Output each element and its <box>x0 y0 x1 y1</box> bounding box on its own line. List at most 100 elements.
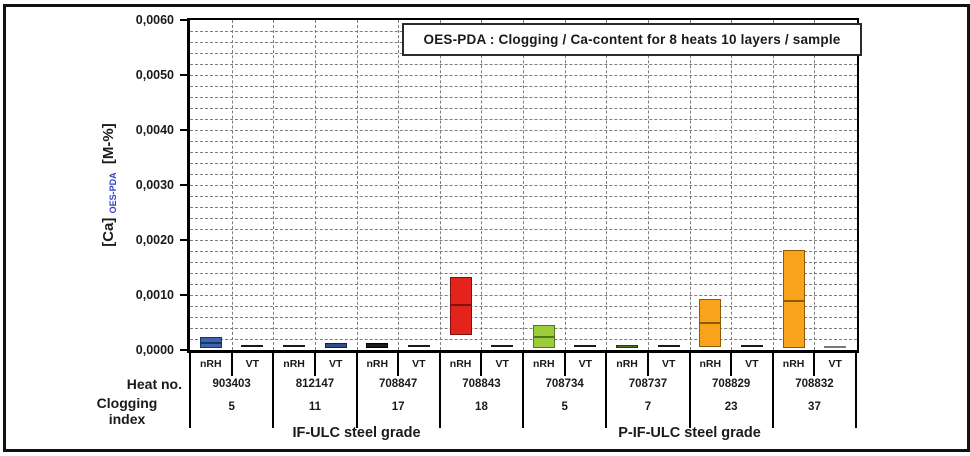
row-header-heat-no: Heat no. <box>126 376 182 392</box>
condition-label-nRH: nRH <box>449 358 472 370</box>
steel-grade-label: IF-ULC steel grade <box>292 425 421 441</box>
y-tick <box>180 19 187 21</box>
v-gridline <box>647 20 649 350</box>
v-gridline <box>523 20 524 350</box>
v-gridline <box>814 20 816 350</box>
v-gridline <box>356 20 358 350</box>
heat-group-separator <box>771 350 774 428</box>
y-tick-label: 0,0000 <box>135 343 174 357</box>
v-gridline <box>731 20 733 350</box>
steel-grade-label: P-IF-ULC steel grade <box>618 425 761 441</box>
bar-708734-VT <box>574 344 597 347</box>
condition-label-VT: VT <box>245 358 260 370</box>
y-tick <box>180 294 187 296</box>
condition-label-VT: VT <box>661 358 676 370</box>
condition-label-VT: VT <box>745 358 759 370</box>
condition-label-VT: VT <box>495 358 509 370</box>
y-tick <box>180 129 187 131</box>
heat-group-separator <box>688 350 691 428</box>
condition-label-nRH: nRH <box>533 358 555 370</box>
clogging-index-cell: 5 <box>228 401 235 413</box>
clogging-index-cell: 7 <box>644 401 652 413</box>
plot-area <box>187 18 859 353</box>
heat-group-separator <box>438 350 441 428</box>
condition-divider <box>480 352 483 376</box>
heat-no-cell: 708832 <box>795 378 834 390</box>
condition-label-nRH: nRH <box>782 358 805 370</box>
median-708843-nRH <box>450 303 471 306</box>
bar-708737-VT <box>657 344 680 347</box>
condition-divider <box>313 352 316 376</box>
y-tick <box>180 349 187 351</box>
heat-group-separator <box>855 350 857 428</box>
heat-group-separator <box>355 350 358 428</box>
heat-group-separator <box>605 350 608 428</box>
heat-no-cell: 903403 <box>212 378 251 390</box>
v-gridline <box>481 20 483 350</box>
bar-708832-VT <box>824 345 847 348</box>
row-header-clogging-line1: Clogging <box>96 395 158 411</box>
y-tick <box>180 239 187 241</box>
condition-label-VT: VT <box>828 358 842 370</box>
clogging-index-cell: 37 <box>808 401 821 413</box>
condition-divider <box>730 352 733 376</box>
y-tick-label: 0,0010 <box>135 288 174 302</box>
condition-divider <box>813 352 816 376</box>
y-tick-label: 0,0050 <box>135 68 174 82</box>
bar-708829-VT <box>740 344 763 347</box>
heat-no-cell: 812147 <box>295 378 335 390</box>
y-tick-label: 0,0020 <box>135 233 174 247</box>
condition-divider <box>563 352 566 376</box>
v-gridline <box>689 20 691 350</box>
bar-708843-VT <box>491 345 514 348</box>
v-gridline <box>273 20 275 350</box>
condition-label-VT: VT <box>412 358 426 370</box>
condition-label-nRH: nRH <box>699 358 722 370</box>
heat-group-separator <box>522 350 524 428</box>
condition-label-nRH: nRH <box>366 358 389 370</box>
bar-812147-nRH <box>283 344 306 347</box>
condition-label-nRH: nRH <box>200 358 222 370</box>
y-tick <box>180 184 187 186</box>
row-header-clogging-line2: index <box>108 411 146 427</box>
heat-group-separator <box>189 350 191 428</box>
clogging-index-cell: 11 <box>308 401 322 413</box>
row-header-clogging-index: Clogging index <box>72 395 182 427</box>
heat-no-cell: 708843 <box>462 378 501 390</box>
y-tick-label: 0,0030 <box>135 178 174 192</box>
condition-label-VT: VT <box>578 358 593 370</box>
bar-903403-VT <box>241 344 264 347</box>
y-tick-label: 0,0060 <box>135 13 174 27</box>
median-708832-nRH <box>783 300 804 303</box>
chart-title: OES-PDA : Clogging / Ca-content for 8 he… <box>423 32 841 47</box>
condition-label-VT: VT <box>328 358 343 370</box>
clogging-index-cell: 23 <box>724 401 738 413</box>
condition-label-nRH: nRH <box>616 358 638 370</box>
clogging-index-cell: 18 <box>475 401 488 413</box>
median-708829-nRH <box>700 322 721 325</box>
v-gridline <box>314 20 316 350</box>
v-gridline <box>606 20 608 350</box>
clogging-index-cell: 5 <box>561 401 568 413</box>
bar-812147-VT <box>324 343 347 348</box>
bar-708737-nRH <box>616 344 639 348</box>
bar-708847-nRH <box>366 343 389 348</box>
v-gridline <box>439 20 441 350</box>
condition-divider <box>230 352 233 376</box>
median-903403-nRH <box>200 342 221 345</box>
v-gridline <box>398 20 400 350</box>
y-tick-label: 0,0040 <box>135 123 174 137</box>
chart-title-box: OES-PDA : Clogging / Ca-content for 8 he… <box>402 23 862 56</box>
heat-no-cell: 708829 <box>711 378 751 390</box>
median-708734-nRH <box>533 335 554 338</box>
heat-no-cell: 708847 <box>378 378 418 390</box>
bar-708832-nRH <box>782 249 805 348</box>
heat-no-cell: 708734 <box>545 378 584 390</box>
v-gridline <box>772 20 774 350</box>
bar-708847-VT <box>407 344 430 347</box>
bar-708843-nRH <box>449 276 472 336</box>
v-gridline <box>564 20 566 350</box>
heat-no-cell: 708737 <box>628 378 668 390</box>
y-tick <box>180 74 187 76</box>
